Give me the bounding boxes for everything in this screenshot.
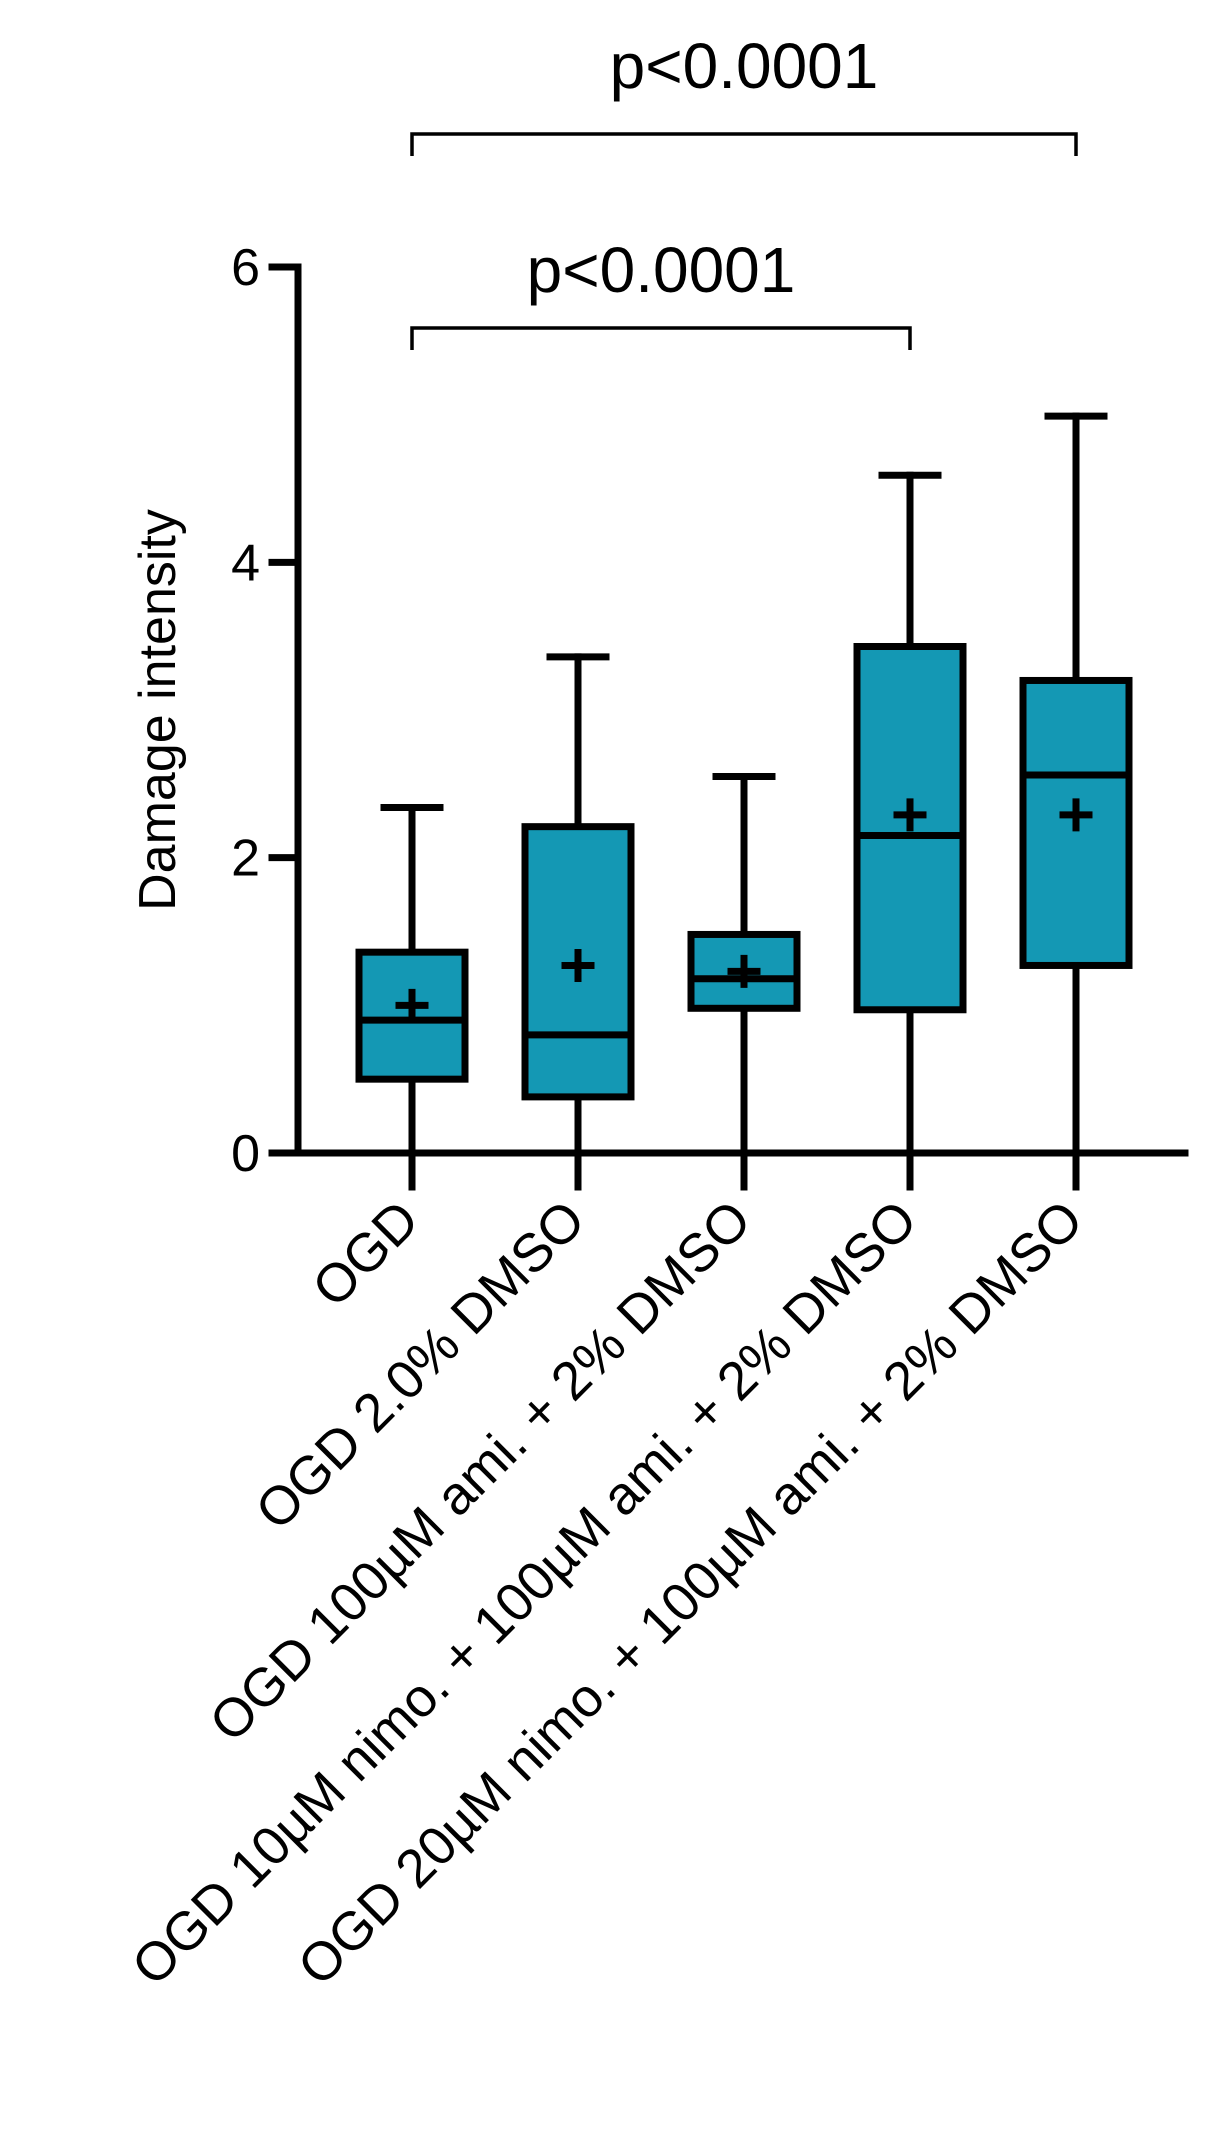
x-category-label: OGD 10µM nimo. + 100µM ami. + 2% DMSO: [121, 1189, 929, 1997]
p-value-label: p<0.0001: [527, 234, 796, 306]
x-category-label: OGD: [301, 1189, 430, 1318]
mean-marker: [727, 954, 761, 988]
mean-marker: [893, 798, 927, 832]
box-group: [521, 653, 635, 1191]
box-group: [687, 772, 801, 1191]
p-value-label: p<0.0001: [610, 30, 879, 102]
mean-marker: [1059, 798, 1093, 832]
y-tick-label: 2: [231, 830, 260, 888]
y-axis: 0 2 4 6: [231, 239, 302, 1183]
x-category-label: OGD 20µM nimo. + 100µM ami. + 2% DMSO: [287, 1189, 1095, 1997]
box-group: [355, 803, 469, 1191]
mean-marker: [395, 988, 429, 1022]
significance-bracket: p<0.0001: [410, 30, 1078, 156]
y-axis-title: Damage intensity: [129, 509, 187, 911]
bracket-line: [410, 326, 912, 350]
box-group: [853, 471, 967, 1191]
bracket-line: [410, 132, 1078, 156]
mean-marker: [561, 948, 595, 982]
significance-bracket: p<0.0001: [410, 234, 912, 350]
y-tick-label: 0: [231, 1125, 260, 1183]
box-iqr: [687, 930, 801, 1012]
y-tick-label: 4: [231, 534, 260, 592]
box-group: [1019, 412, 1133, 1191]
boxes: [355, 412, 1133, 1191]
significance-brackets: p<0.0001 p<0.0001: [410, 30, 1078, 350]
y-tick-label: 6: [231, 239, 260, 297]
